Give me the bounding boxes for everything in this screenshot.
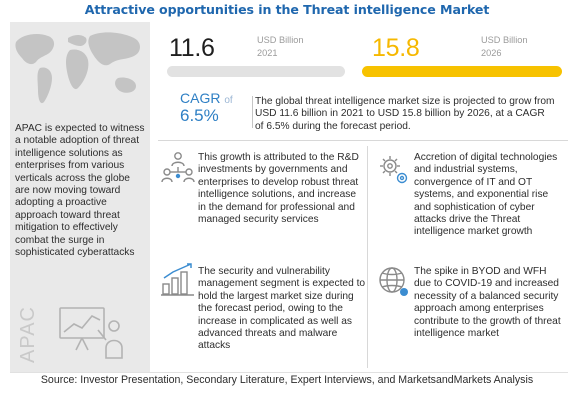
gear-icon	[380, 156, 408, 184]
year-label-2021: 2021	[257, 48, 278, 58]
divider	[367, 146, 368, 368]
unit-label-2026: USD Billion	[481, 35, 528, 45]
apac-region-text: APAC	[16, 305, 39, 363]
divider	[158, 140, 568, 141]
divider	[10, 372, 568, 373]
divider	[252, 96, 253, 128]
year-label-2026: 2026	[481, 48, 502, 58]
bar-chart-icon	[161, 263, 194, 296]
globe-icon	[379, 267, 408, 296]
apac-panel: APAC is expected to witness a notable ad…	[10, 22, 150, 372]
presentation-chart-icon	[59, 307, 123, 359]
cagr-label: CAGR	[180, 90, 221, 106]
apac-region-label: APAC	[10, 304, 48, 364]
insight-text: The security and vulnerability managemen…	[198, 266, 366, 352]
page-title: Attractive opportunities in the Threat i…	[84, 2, 490, 17]
apac-description: APAC is expected to witness a notable ad…	[15, 123, 145, 259]
market-value-2021: 11.6	[169, 34, 215, 62]
insight-text: Accretion of digital technologies and in…	[414, 152, 558, 238]
bar-2026	[362, 66, 562, 77]
insight-text: This growth is attributed to the R&D inv…	[198, 152, 359, 226]
unit-label-2021: USD Billion	[257, 35, 304, 45]
market-unit-2021: USD Billion 2021	[257, 34, 357, 60]
world-map-icon	[15, 32, 140, 104]
people-icon	[161, 152, 195, 183]
market-value-2026: 15.8	[372, 34, 420, 62]
market-unit-2026: USD Billion 2026	[481, 34, 571, 60]
market-summary: The global threat intelligence market si…	[255, 96, 555, 132]
bar-2021	[167, 66, 345, 77]
cagr-of: of	[224, 95, 233, 106]
source-note: Source: Investor Presentation, Secondary…	[40, 374, 534, 386]
cagr-value: 6.5%	[180, 106, 219, 125]
insight-text: The spike in BYOD and WFH due to COVID-1…	[414, 266, 561, 340]
cagr-block: CAGR of 6.5%	[180, 90, 250, 125]
